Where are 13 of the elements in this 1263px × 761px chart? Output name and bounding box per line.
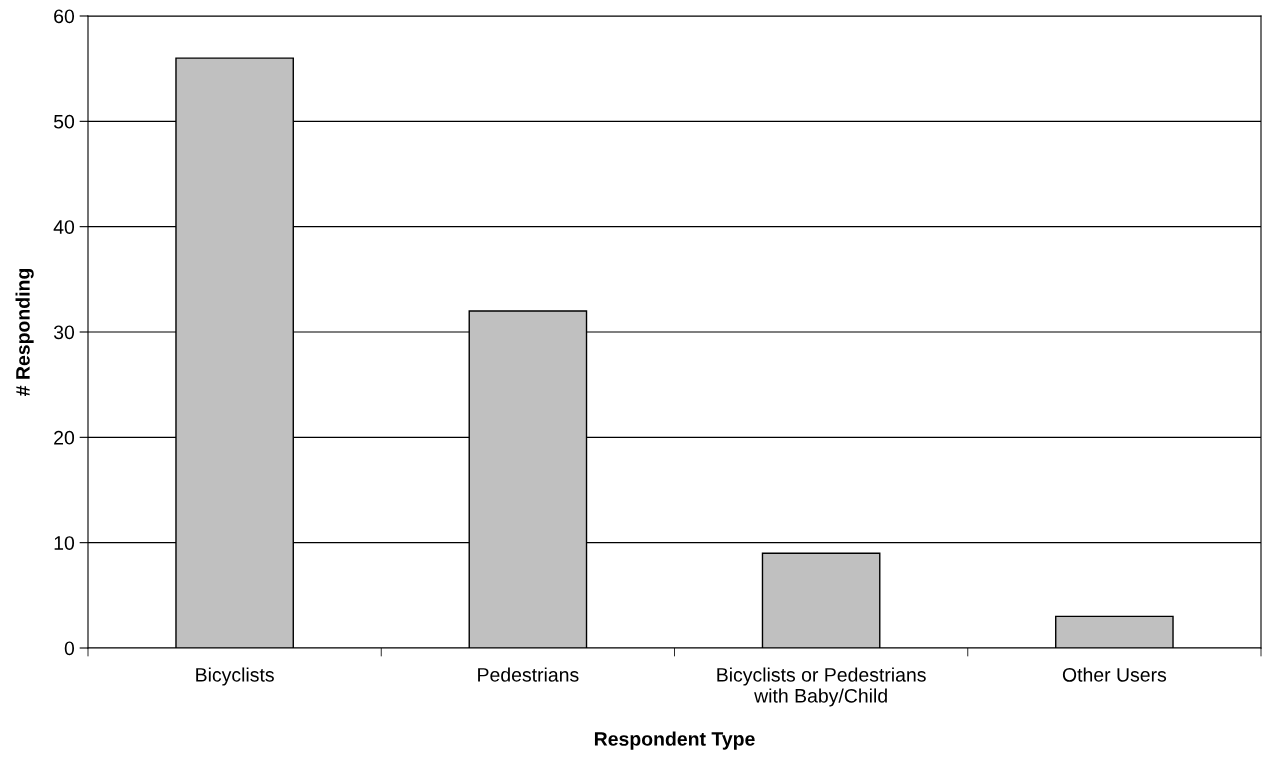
- y-tick-label: 40: [53, 220, 75, 234]
- x-tick-label: Pedestrians: [478, 667, 579, 682]
- x-tick-label: Bicyclists: [196, 667, 274, 686]
- y-tick-label: 10: [54, 536, 75, 550]
- y-tick-label: 50: [53, 114, 75, 129]
- x-tick-label: Other Users: [1062, 667, 1167, 682]
- y-tick-label: 60: [54, 9, 75, 24]
- x-axis-title: Respondent Type: [594, 731, 755, 750]
- y-axis-title: # Responding: [15, 269, 34, 396]
- y-tick-label: 20: [54, 430, 75, 445]
- y-tick-label: 0: [64, 641, 75, 656]
- y-tick-label: 30: [53, 325, 75, 340]
- x-tick-label: Bicyclists or Pedestrians with Baby/Child: [717, 667, 926, 707]
